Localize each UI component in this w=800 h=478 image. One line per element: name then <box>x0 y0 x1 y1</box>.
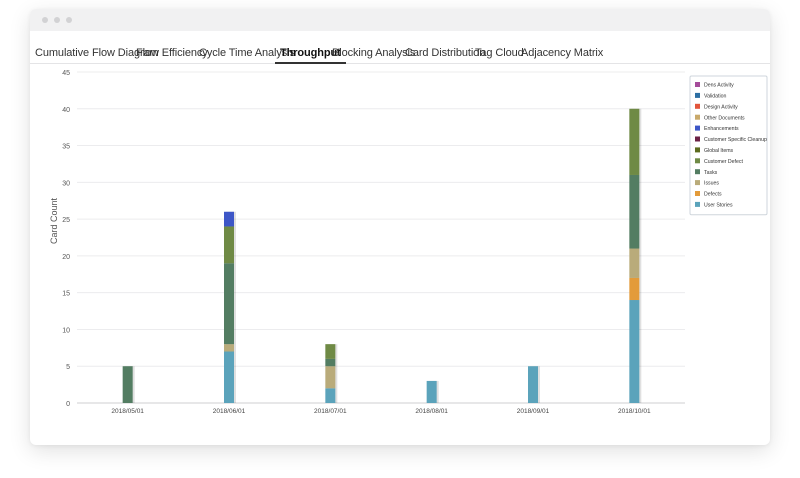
y-tick-label: 35 <box>62 144 70 151</box>
legend-label[interactable]: Tasks <box>704 170 718 176</box>
y-tick-label: 10 <box>62 327 70 334</box>
y-tick-label: 5 <box>66 364 70 371</box>
y-tick-label: 45 <box>62 70 70 77</box>
bar-segment-enhancements[interactable] <box>224 211 234 227</box>
legend-swatch[interactable] <box>695 136 700 142</box>
y-tick-label: 20 <box>62 254 70 261</box>
legend-label[interactable]: Enhancements <box>704 126 739 132</box>
bar-segment-user-stories[interactable] <box>224 351 234 403</box>
legend-swatch[interactable] <box>695 180 700 186</box>
y-tick-label: 40 <box>62 107 70 114</box>
legend-label[interactable]: Dens Activity <box>704 83 734 89</box>
tab-blocking-analysis[interactable]: Blocking Analysis <box>332 47 416 59</box>
y-axis-label: Card Count <box>49 197 59 244</box>
bar-segment-issues[interactable] <box>325 366 336 389</box>
tab-cumulative-flow-diagram[interactable]: Cumulative Flow Diagram <box>35 47 159 59</box>
report-tabs: Cumulative Flow Diagram Flow Efficiency … <box>30 31 770 64</box>
chart-legend: Dens Activity Validation Design Activity Ot… <box>689 75 768 216</box>
x-tick-label: 2018/07/01 <box>314 408 347 415</box>
legend-label[interactable]: Validation <box>704 94 727 100</box>
bar-segment-user-stories[interactable] <box>426 380 437 403</box>
legend-swatch[interactable] <box>695 103 700 109</box>
x-tick-label: 2018/05/01 <box>111 408 144 415</box>
legend-label[interactable]: Customer Specific Cleanup <box>704 137 767 143</box>
x-tick-label: 2018/10/01 <box>618 408 651 415</box>
legend-label[interactable]: Other Documents <box>704 115 745 121</box>
legend-swatch[interactable] <box>695 125 700 131</box>
tab-card-distribution[interactable]: Card Distribution <box>405 47 486 59</box>
bar-segment-tasks[interactable] <box>122 366 133 403</box>
legend-swatch[interactable] <box>695 92 700 98</box>
legend-label[interactable]: User Stories <box>704 203 733 209</box>
legend-swatch[interactable] <box>695 201 700 207</box>
bar-segment-customer-defect[interactable] <box>325 344 336 359</box>
y-tick-label: 30 <box>62 180 70 187</box>
x-tick-label: 2018/06/01 <box>213 408 246 415</box>
window-zoom-dot[interactable] <box>66 17 72 23</box>
legend-label[interactable]: Customer Defect <box>704 159 743 165</box>
bar-segment-tasks[interactable] <box>325 358 336 367</box>
window-close-dot[interactable] <box>42 17 48 23</box>
legend-label[interactable]: Design Activity <box>704 104 738 110</box>
tab-tag-cloud[interactable]: Tag Cloud <box>475 47 524 59</box>
y-tick-label: 0 <box>66 401 70 408</box>
bar-segment-customer-defect[interactable] <box>629 108 640 175</box>
app-window: Cumulative Flow Diagram Flow Efficiency … <box>30 9 770 445</box>
legend-swatch[interactable] <box>695 147 700 153</box>
legend-swatch[interactable] <box>695 169 700 175</box>
bar-segment-user-stories[interactable] <box>629 300 640 403</box>
tab-flow-efficiency[interactable]: Flow Efficiency <box>136 47 208 59</box>
legend-label[interactable]: Defects <box>704 192 722 198</box>
tab-adjacency-matrix[interactable]: Adjacency Matrix <box>521 47 604 59</box>
legend-box <box>689 75 768 216</box>
legend-swatch[interactable] <box>695 191 700 196</box>
bar-segment-user-stories[interactable] <box>528 366 538 403</box>
tab-throughput[interactable]: Throughput <box>275 31 346 64</box>
throughput-chart: 0 5 10 15 20 25 30 35 40 45 2018/05/01 2018/06/01 2… <box>49 70 768 415</box>
bar-segment-defects[interactable] <box>629 277 640 301</box>
bar-segment-issues[interactable] <box>224 344 234 352</box>
window-titlebar <box>30 9 770 31</box>
bar-segment-tasks[interactable] <box>629 174 640 249</box>
legend-swatch[interactable] <box>695 114 700 120</box>
tab-cycle-time-analysis[interactable]: Cycle Time Analysis <box>199 47 295 59</box>
window-minimize-dot[interactable] <box>54 17 60 23</box>
y-tick-label: 15 <box>62 291 70 298</box>
bar-segment-issues[interactable] <box>629 248 640 278</box>
legend-label[interactable]: Issues <box>704 181 719 187</box>
legend-swatch[interactable] <box>695 158 700 164</box>
bar-segment-customer-defect[interactable] <box>224 226 234 264</box>
x-tick-label: 2018/09/01 <box>517 408 550 415</box>
legend-swatch[interactable] <box>695 82 700 87</box>
x-tick-label: 2018/08/01 <box>415 408 448 415</box>
legend-label[interactable]: Global Items <box>704 148 734 154</box>
y-tick-label: 25 <box>62 217 70 224</box>
bar-segment-tasks[interactable] <box>224 263 234 345</box>
bar-segment-user-stories[interactable] <box>325 388 336 403</box>
